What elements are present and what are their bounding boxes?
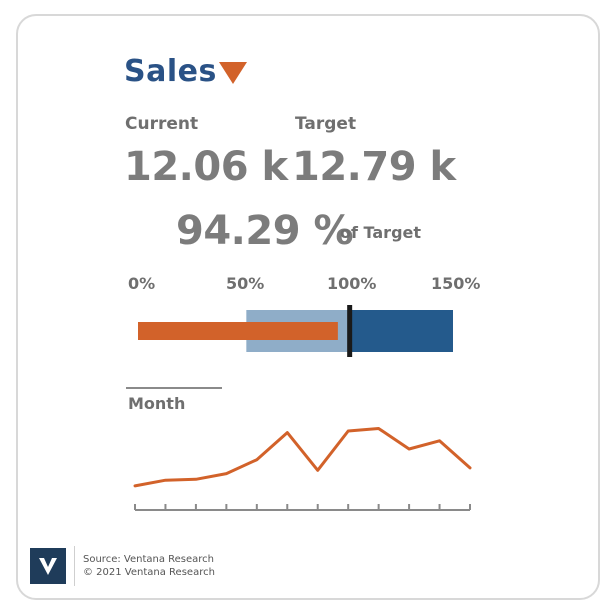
bullet-value-bar xyxy=(138,322,338,340)
percent-suffix: of Target xyxy=(340,223,422,242)
footer-source: Source: Ventana Research xyxy=(83,554,215,565)
footer: Source: Ventana Research © 2021 Ventana … xyxy=(30,546,215,586)
percent-value: 94.29 % xyxy=(176,208,354,254)
tick-label-100: 100% xyxy=(327,274,377,293)
tick-label-50: 50% xyxy=(226,274,265,293)
tick-label-150: 150% xyxy=(431,274,481,293)
month-series-line xyxy=(133,427,472,488)
current-label: Current xyxy=(125,114,199,134)
down-triangle-icon xyxy=(218,61,247,84)
target-value: 12.79 k xyxy=(292,144,456,190)
target-label: Target xyxy=(295,114,357,134)
ventana-logo-icon xyxy=(30,548,66,584)
footer-copyright: © 2021 Ventana Research xyxy=(83,567,215,578)
tick-label-0: 0% xyxy=(128,274,156,293)
current-value: 12.06 k xyxy=(124,144,288,190)
bullet-target-marker xyxy=(347,305,353,357)
month-rule xyxy=(126,387,222,389)
bullet-band-1 xyxy=(349,310,453,352)
kpi-card xyxy=(16,14,600,600)
footer-divider xyxy=(74,546,75,586)
title-group: Sales xyxy=(124,54,247,89)
month-label: Month xyxy=(128,394,186,413)
page-title: Sales xyxy=(124,54,217,89)
